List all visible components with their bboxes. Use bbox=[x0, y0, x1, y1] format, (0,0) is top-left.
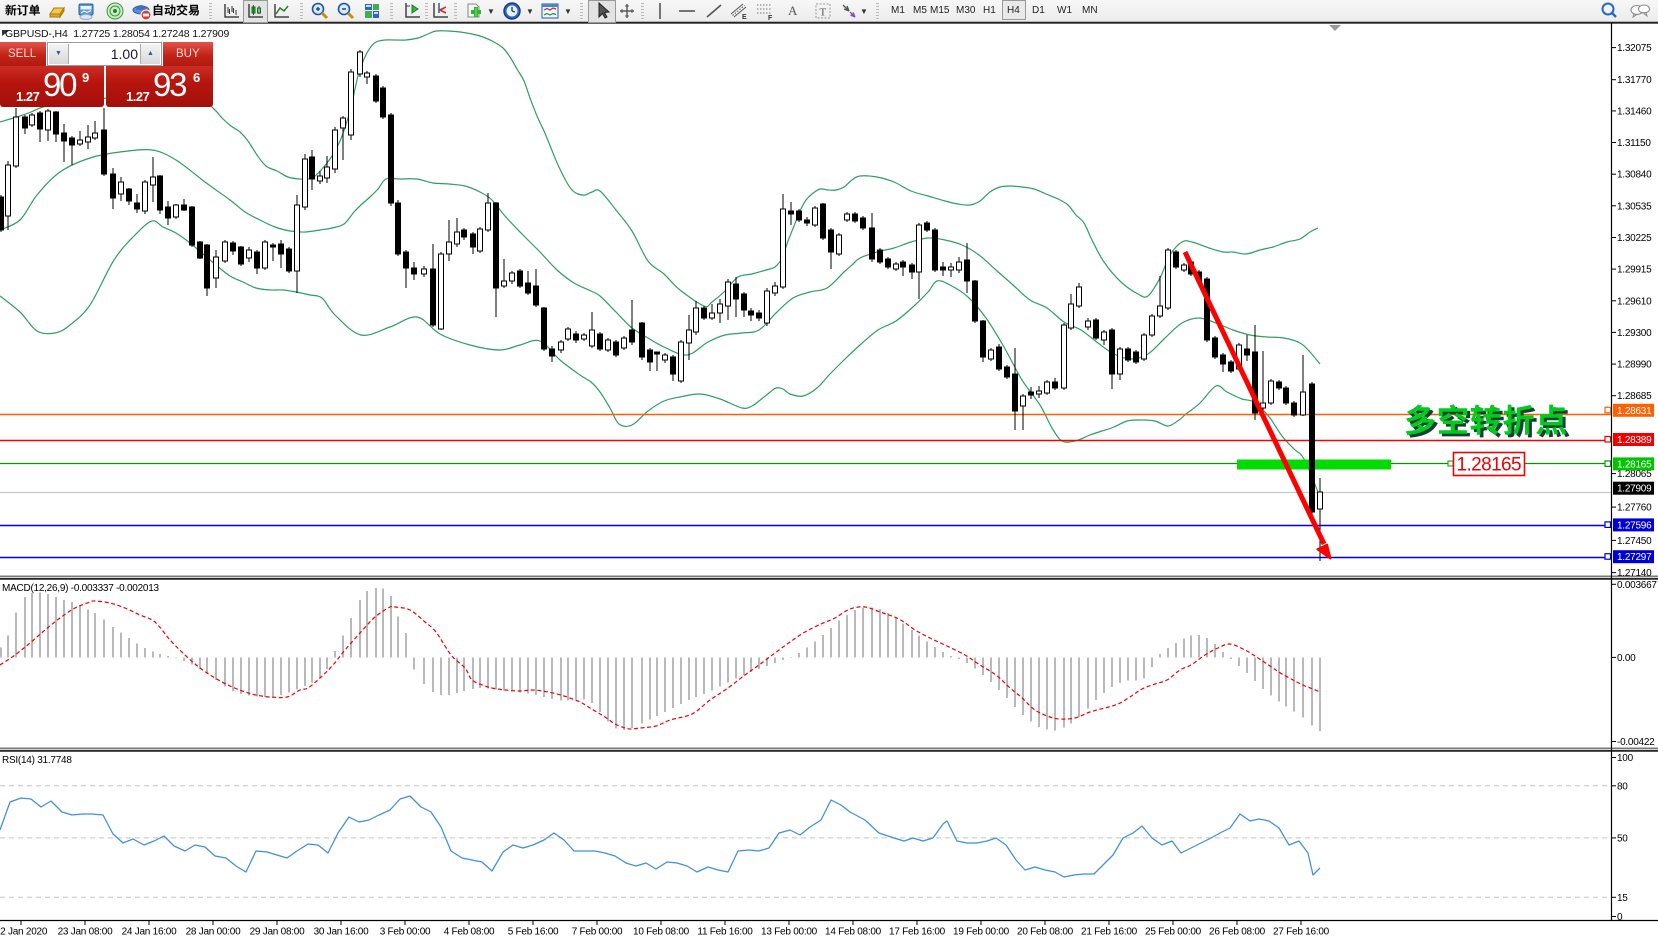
svg-text:7 Feb 00:00: 7 Feb 00:00 bbox=[572, 927, 623, 938]
svg-text:50: 50 bbox=[1617, 833, 1628, 844]
svg-text:27 Feb 16:00: 27 Feb 16:00 bbox=[1273, 927, 1330, 938]
svg-text:1.28631: 1.28631 bbox=[1617, 406, 1652, 417]
svg-text:1.27596: 1.27596 bbox=[1617, 520, 1652, 531]
svg-text:26 Feb 08:00: 26 Feb 08:00 bbox=[1209, 927, 1266, 938]
svg-text:1.29915: 1.29915 bbox=[1617, 265, 1652, 276]
svg-text:4 Feb 08:00: 4 Feb 08:00 bbox=[444, 927, 495, 938]
svg-text:1.27140: 1.27140 bbox=[1617, 568, 1652, 579]
svg-text:15: 15 bbox=[1617, 893, 1628, 904]
svg-text:80: 80 bbox=[1617, 781, 1628, 792]
svg-text:1.27760: 1.27760 bbox=[1617, 503, 1652, 514]
svg-text:1.28389: 1.28389 bbox=[1617, 435, 1652, 446]
svg-text:1.28165: 1.28165 bbox=[1617, 459, 1652, 470]
svg-text:29 Jan 08:00: 29 Jan 08:00 bbox=[250, 927, 306, 938]
svg-text:0.00: 0.00 bbox=[1617, 653, 1636, 664]
svg-text:5 Feb 16:00: 5 Feb 16:00 bbox=[508, 927, 559, 938]
svg-text:1.30225: 1.30225 bbox=[1617, 233, 1652, 244]
svg-text:30 Jan 16:00: 30 Jan 16:00 bbox=[314, 927, 370, 938]
svg-text:100: 100 bbox=[1617, 753, 1634, 764]
svg-text:T: T bbox=[820, 7, 827, 19]
svg-text:3 Feb 00:00: 3 Feb 00:00 bbox=[380, 927, 431, 938]
svg-text:0.003667: 0.003667 bbox=[1617, 580, 1657, 591]
svg-text:MACD(12,26,9) -0.003337 -0.002: MACD(12,26,9) -0.003337 -0.002013 bbox=[2, 583, 160, 594]
svg-text:1.28065: 1.28065 bbox=[1617, 469, 1652, 480]
svg-text:1.28165: 1.28165 bbox=[1457, 455, 1522, 476]
svg-text:1.30535: 1.30535 bbox=[1617, 201, 1652, 212]
svg-text:1.31460: 1.31460 bbox=[1617, 106, 1652, 117]
svg-text:RSI(14) 31.7748: RSI(14) 31.7748 bbox=[2, 755, 72, 766]
svg-text:24 Jan 16:00: 24 Jan 16:00 bbox=[122, 927, 178, 938]
svg-text:14 Feb 08:00: 14 Feb 08:00 bbox=[825, 927, 882, 938]
svg-text:1.27297: 1.27297 bbox=[1617, 552, 1652, 563]
svg-text:21 Feb 16:00: 21 Feb 16:00 bbox=[1081, 927, 1138, 938]
svg-text:1.30840: 1.30840 bbox=[1617, 170, 1652, 181]
svg-text:10 Feb 08:00: 10 Feb 08:00 bbox=[633, 927, 690, 938]
svg-text:1.27909: 1.27909 bbox=[1617, 484, 1652, 495]
svg-text:13 Feb 00:00: 13 Feb 00:00 bbox=[761, 927, 818, 938]
svg-text:E: E bbox=[742, 14, 747, 21]
svg-text:1.28685: 1.28685 bbox=[1617, 391, 1652, 402]
svg-text:23 Jan 08:00: 23 Jan 08:00 bbox=[58, 927, 114, 938]
svg-text:19 Feb 00:00: 19 Feb 00:00 bbox=[953, 927, 1010, 938]
svg-text:F: F bbox=[768, 15, 773, 21]
svg-text:-0.00422: -0.00422 bbox=[1617, 737, 1655, 748]
svg-text:1.29300: 1.29300 bbox=[1617, 328, 1652, 339]
svg-text:0: 0 bbox=[1617, 912, 1623, 923]
svg-text:20 Feb 08:00: 20 Feb 08:00 bbox=[1017, 927, 1074, 938]
svg-text:1.29610: 1.29610 bbox=[1617, 296, 1652, 307]
svg-text:17 Feb 16:00: 17 Feb 16:00 bbox=[889, 927, 946, 938]
svg-text:1.31150: 1.31150 bbox=[1617, 138, 1651, 149]
svg-text:1.27450: 1.27450 bbox=[1617, 536, 1652, 547]
svg-text:1.28990: 1.28990 bbox=[1617, 360, 1652, 371]
svg-text:1.31770: 1.31770 bbox=[1617, 75, 1652, 86]
svg-text:28 Jan 00:00: 28 Jan 00:00 bbox=[186, 927, 242, 938]
svg-text:1.32075: 1.32075 bbox=[1617, 43, 1652, 54]
svg-text:22 Jan 2020: 22 Jan 2020 bbox=[0, 927, 48, 938]
svg-text:25 Feb 00:00: 25 Feb 00:00 bbox=[1145, 927, 1202, 938]
svg-text:11 Feb 16:00: 11 Feb 16:00 bbox=[697, 927, 753, 938]
